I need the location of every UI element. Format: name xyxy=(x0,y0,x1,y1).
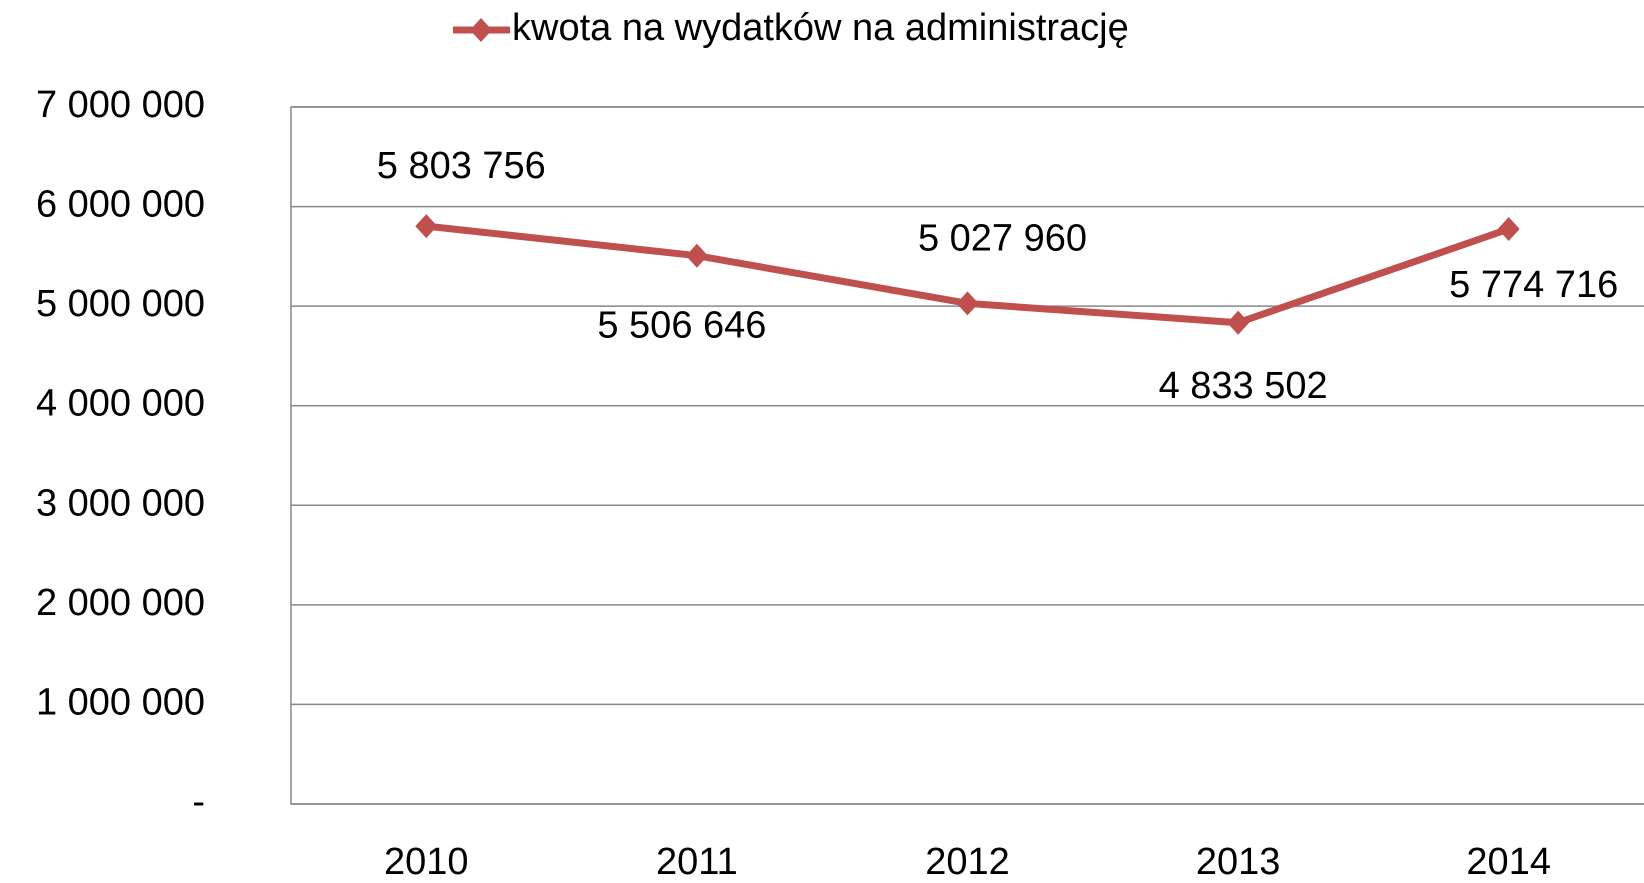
marker xyxy=(415,214,438,239)
data-label: 5 027 960 xyxy=(918,217,1087,259)
marker xyxy=(685,243,708,268)
data-label: 5 506 646 xyxy=(597,305,766,347)
y-tick-label: 5 000 000 xyxy=(36,283,205,325)
data-label: 4 833 502 xyxy=(1159,365,1328,407)
marker xyxy=(1227,310,1250,335)
data-label: 5 803 756 xyxy=(377,145,546,187)
marker xyxy=(1497,217,1520,242)
y-tick-label: 1 000 000 xyxy=(36,681,205,723)
marker xyxy=(956,291,979,316)
plot-frame xyxy=(290,106,1644,805)
y-tick-label: 2 000 000 xyxy=(36,582,205,624)
x-tick-label: 2010 xyxy=(384,841,469,883)
y-tick-label: 4 000 000 xyxy=(36,383,205,425)
x-tick-label: 2012 xyxy=(925,841,1010,883)
x-tick-label: 2014 xyxy=(1466,841,1551,883)
y-tick-label: - xyxy=(192,781,205,823)
y-tick-label: 3 000 000 xyxy=(36,482,205,524)
data-label: 5 774 716 xyxy=(1449,264,1618,306)
x-tick-label: 2011 xyxy=(656,841,738,883)
y-tick-label: 7 000 000 xyxy=(36,84,205,126)
legend-label: kwota na wydatków na administrację xyxy=(512,7,1129,49)
x-tick-label: 2013 xyxy=(1196,841,1281,883)
y-tick-label: 6 000 000 xyxy=(36,184,205,226)
legend-marker xyxy=(470,18,492,42)
